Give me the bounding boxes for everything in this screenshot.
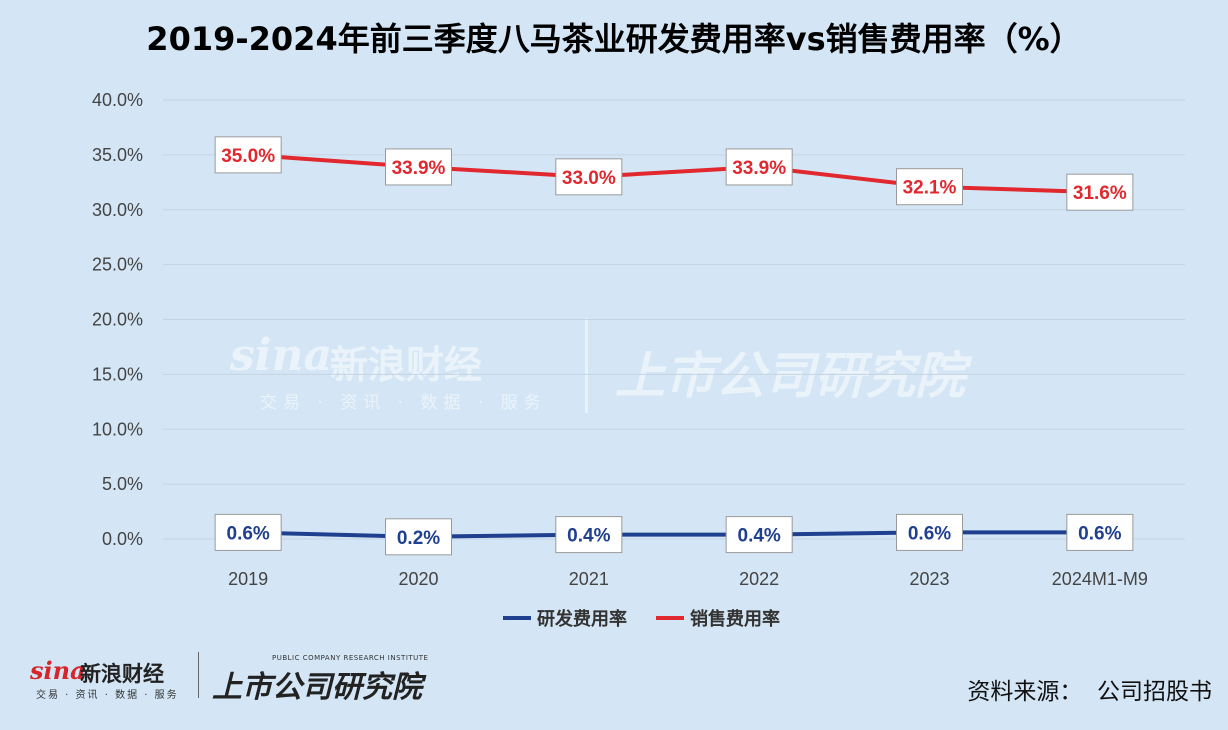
chart-title: 2019-2024年前三季度八马茶业研发费用率vs销售费用率（%） xyxy=(146,20,1082,58)
y-tick-label: 25.0% xyxy=(92,255,143,275)
data-label-box xyxy=(385,518,452,556)
sales-data-label: 31.6% xyxy=(1073,183,1127,204)
sina-logo-sub: 交易 · 资讯 · 数据 · 服务 xyxy=(36,690,179,701)
data-label-box xyxy=(385,148,452,186)
sina-logo: sina 新浪财经 交易 · 资讯 · 数据 · 服务 xyxy=(30,650,190,701)
sales-legend-label: 销售费用率 xyxy=(690,608,780,630)
y-tick-label: 0.0% xyxy=(102,529,143,549)
data-label-box xyxy=(555,516,623,554)
y-tick-label: 35.0% xyxy=(92,145,143,165)
rd-data-label: 0.6% xyxy=(908,523,951,544)
data-label-box xyxy=(555,158,623,196)
data-label-box xyxy=(214,136,282,174)
data-source: 资料来源： 公司招股书 xyxy=(967,679,1212,705)
rd-data-label: 0.6% xyxy=(1078,523,1121,544)
rd-series-line xyxy=(248,530,1100,539)
x-tick-label: 2023 xyxy=(909,569,949,589)
data-label-box xyxy=(1066,513,1134,551)
y-tick-label: 10.0% xyxy=(92,419,143,439)
data-label-box xyxy=(1066,173,1134,211)
sales-data-label: 33.0% xyxy=(562,168,616,189)
y-tick-label: 30.0% xyxy=(92,200,143,220)
data-label-box xyxy=(725,516,793,554)
sina-logo-cn: 新浪财经 xyxy=(80,662,164,686)
logo-divider xyxy=(198,652,199,698)
y-tick-label: 5.0% xyxy=(102,474,143,494)
data-label-box xyxy=(896,513,963,551)
x-tick-label: 2021 xyxy=(569,569,609,589)
research-logo-cn: 上市公司研究院 xyxy=(212,670,422,705)
sales-data-label: 33.9% xyxy=(732,158,786,179)
rd-data-label: 0.4% xyxy=(567,526,610,547)
sina-logo-word: sina xyxy=(30,656,86,685)
y-tick-label: 20.0% xyxy=(92,310,143,330)
rd-legend-label: 研发费用率 xyxy=(537,608,627,630)
sales-series-line xyxy=(248,152,1100,195)
sales-data-label: 33.9% xyxy=(392,158,446,179)
data-label-box xyxy=(896,168,963,206)
x-tick-label: 2019 xyxy=(228,569,268,589)
x-tick-label: 2024M1-M9 xyxy=(1052,569,1148,589)
rd-data-label: 0.6% xyxy=(227,523,270,544)
sales-data-label: 32.1% xyxy=(903,178,957,199)
sales-data-label: 35.0% xyxy=(221,146,275,167)
data-label-box xyxy=(214,513,282,551)
data-label-box xyxy=(725,148,793,186)
rd-data-label: 0.2% xyxy=(397,528,440,549)
x-tick-label: 2020 xyxy=(398,569,438,589)
y-tick-label: 40.0% xyxy=(92,90,143,110)
y-tick-label: 15.0% xyxy=(92,364,143,384)
research-logo-en: PUBLIC COMPANY RESEARCH INSTITUTE xyxy=(272,654,429,662)
x-tick-label: 2022 xyxy=(739,569,779,589)
research-institute-logo: PUBLIC COMPANY RESEARCH INSTITUTE 上市公司研究… xyxy=(212,654,442,705)
rd-data-label: 0.4% xyxy=(738,526,781,547)
